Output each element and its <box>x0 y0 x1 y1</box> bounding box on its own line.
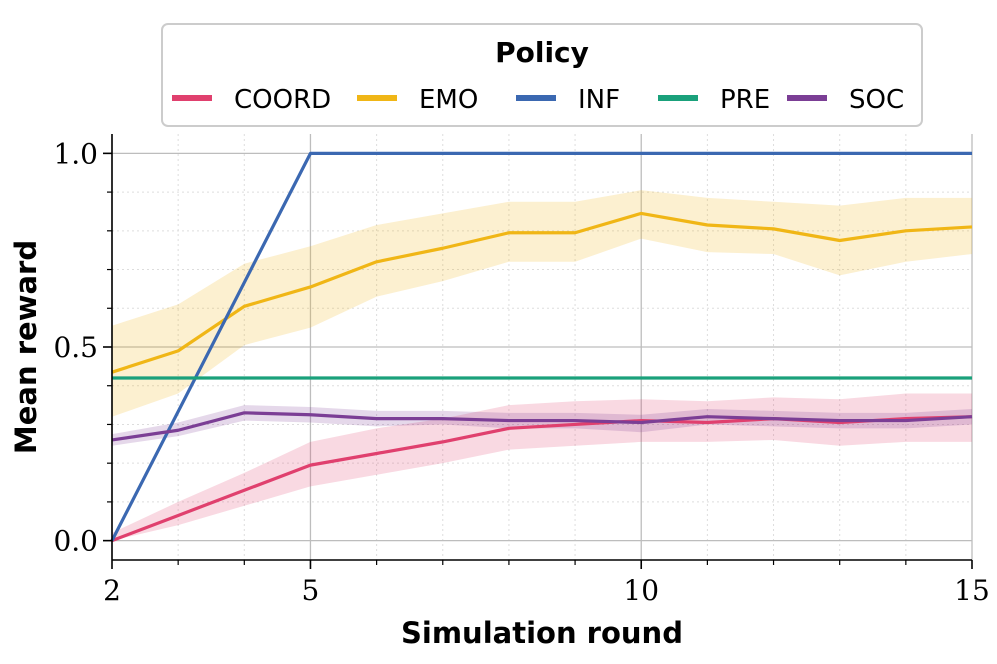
series-line-inf <box>110 151 972 542</box>
legend-label-inf: INF <box>578 85 620 115</box>
legend-label-coord: COORD <box>234 85 331 115</box>
legend-label-soc: SOC <box>849 85 904 115</box>
series-line-coord <box>111 415 973 543</box>
legend-frame <box>161 23 923 127</box>
tick-labels: 2 5 10 15 0.0 0.5 1.0 <box>53 137 989 607</box>
x-axis-label: Simulation round <box>401 616 683 650</box>
y-tick-label: 1.0 <box>53 137 98 170</box>
y-axis-label: Mean reward <box>9 240 43 454</box>
y-tick-label: 0.5 <box>53 331 98 364</box>
legend-entries: COORD EMO INF PRE SOC <box>172 85 904 115</box>
band-emo <box>112 190 972 417</box>
series-lines <box>110 151 973 543</box>
x-tick-label: 2 <box>103 574 121 607</box>
x-tick-label: 5 <box>302 574 320 607</box>
legend-title: Policy <box>495 36 589 69</box>
series-line-emo <box>111 211 973 374</box>
legend-label-pre: PRE <box>720 85 770 115</box>
x-tick-label: 10 <box>623 574 659 607</box>
axes <box>103 134 973 569</box>
series-line-soc <box>111 411 973 442</box>
legend-label-emo: EMO <box>419 85 478 115</box>
legend: Policy COORD EMO INF PRE SOC <box>161 23 923 127</box>
y-tick-label: 0.0 <box>53 525 98 558</box>
x-tick-label: 15 <box>954 574 990 607</box>
band-coord <box>112 393 972 541</box>
confidence-bands <box>112 190 972 541</box>
